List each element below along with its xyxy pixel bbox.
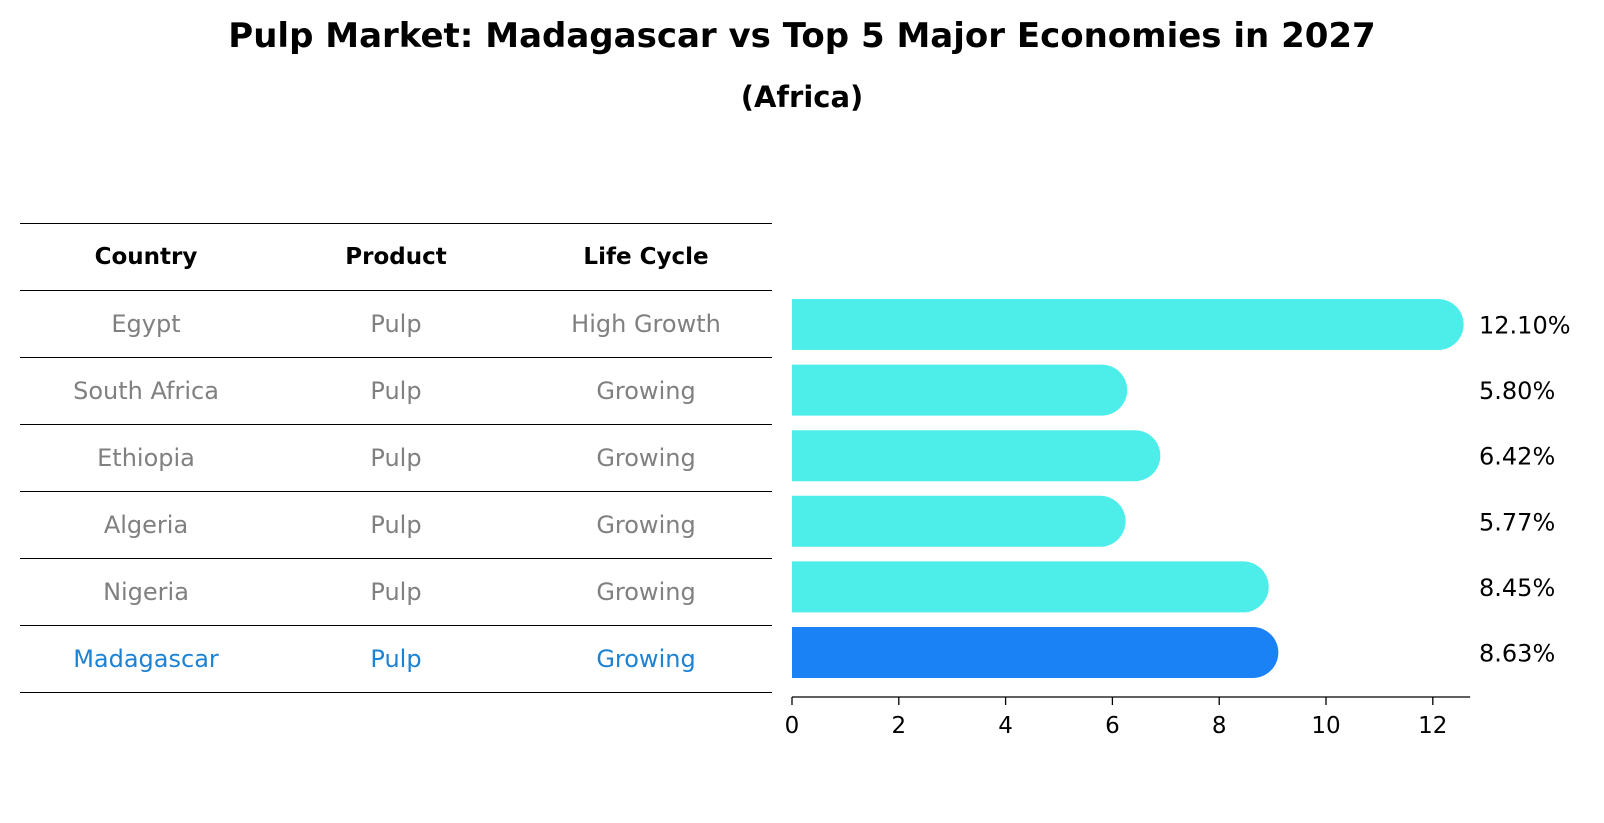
x-tick-label: 8 [1212, 713, 1227, 739]
product-cell: Pulp [370, 444, 422, 472]
life-cycle-cell: High Growth [571, 310, 721, 338]
x-tick-label: 12 [1418, 713, 1447, 739]
product-cell: Pulp [370, 645, 422, 673]
x-tick-label: 6 [1105, 713, 1120, 739]
table-row-highlighted: Madagascar Pulp Growing [20, 625, 772, 693]
chart-subtitle: (Africa) [740, 80, 864, 114]
table-row: Nigeria Pulp Growing [20, 558, 772, 625]
product-cell: Pulp [370, 377, 422, 405]
bar-value-label: 12.10% [1479, 312, 1571, 340]
bar [792, 364, 1128, 416]
country-cell: Egypt [111, 310, 181, 338]
product-cell: Pulp [370, 511, 422, 539]
bar-value-label: 6.42% [1479, 443, 1555, 471]
life-cycle-cell: Growing [596, 578, 696, 606]
table-row: Egypt Pulp High Growth [20, 290, 772, 357]
bar-highlighted [792, 627, 1279, 678]
table-row: South Africa Pulp Growing [20, 357, 772, 424]
life-cycle-cell: Growing [596, 444, 696, 472]
table-row: Ethiopia Pulp Growing [20, 424, 772, 491]
chart-title: Pulp Market: Madagascar vs Top 5 Major E… [228, 16, 1376, 56]
x-tick-label: 4 [998, 713, 1013, 739]
life-cycle-cell: Growing [596, 377, 696, 405]
country-cell: Nigeria [103, 578, 189, 606]
country-cell: South Africa [73, 377, 219, 405]
bar-value-label: 5.80% [1479, 377, 1555, 405]
life-cycle-cell: Growing [596, 511, 696, 539]
country-cell: Algeria [103, 511, 189, 539]
header-life-cycle: Life Cycle [583, 244, 709, 270]
bar [792, 495, 1126, 547]
bar [792, 561, 1269, 613]
bar-value-label: 5.77% [1479, 508, 1555, 536]
product-cell: Pulp [370, 310, 422, 338]
header-country: Country [94, 244, 198, 270]
bar-value-label: 8.45% [1479, 574, 1555, 602]
country-cell: Ethiopia [97, 444, 195, 472]
bar [792, 299, 1464, 350]
table-header-row: Country Product Life Cycle [20, 223, 772, 290]
product-cell: Pulp [370, 578, 422, 606]
bar [792, 430, 1161, 482]
life-cycle-cell: Growing [596, 645, 696, 673]
data-table: Country Product Life Cycle Egypt Pulp Hi… [20, 223, 772, 693]
x-tick-label: 0 [785, 713, 800, 739]
country-cell: Madagascar [73, 645, 219, 673]
x-tick-label: 10 [1311, 713, 1340, 739]
bar-value-label: 8.63% [1479, 640, 1555, 668]
table-row: Algeria Pulp Growing [20, 491, 772, 558]
header-product: Product [345, 244, 447, 270]
x-tick-label: 2 [891, 713, 906, 739]
